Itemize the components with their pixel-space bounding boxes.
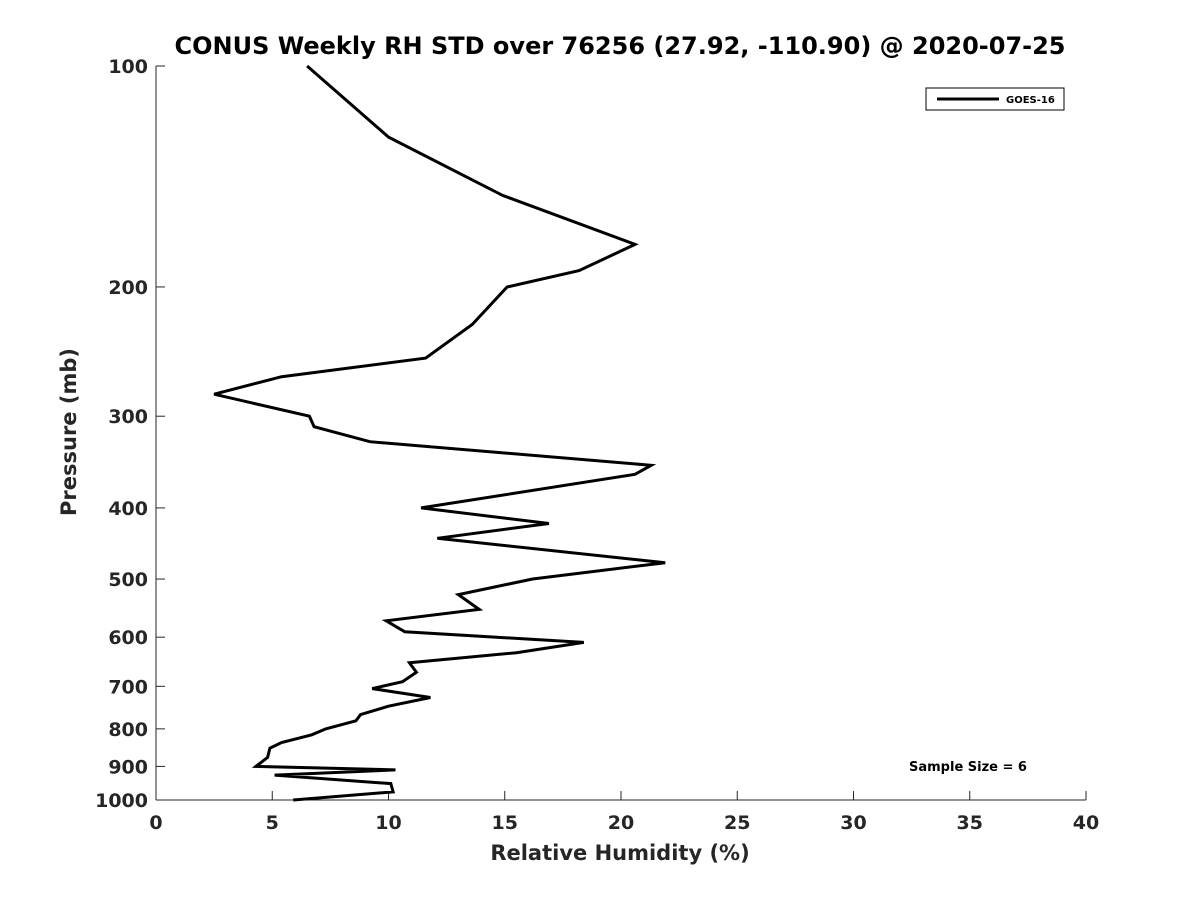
sample-size-annotation: Sample Size = 6 xyxy=(909,760,1027,775)
y-tick-label: 1000 xyxy=(95,790,148,812)
x-tick-label: 10 xyxy=(375,812,401,834)
y-tick-label: 200 xyxy=(108,277,148,299)
x-tick-label: 30 xyxy=(840,812,866,834)
legend-label-goes16: GOES-16 xyxy=(1006,95,1055,106)
x-tick-label: 15 xyxy=(492,812,518,834)
y-axis-ticks: 100 200 300 400 500 600 700 800 900 1000 xyxy=(95,56,165,812)
series-line-0 xyxy=(213,64,666,802)
x-tick-label: 5 xyxy=(266,812,279,834)
y-tick-label: 600 xyxy=(108,627,148,649)
x-tick-label: 25 xyxy=(724,812,750,834)
y-tick-label: 400 xyxy=(108,498,148,520)
series-layer xyxy=(213,64,666,802)
y-tick-label: 500 xyxy=(108,569,148,591)
y-tick-label: 700 xyxy=(108,676,148,698)
x-tick-label: 0 xyxy=(149,812,162,834)
y-tick-label: 800 xyxy=(108,719,148,741)
x-axis-label: Relative Humidity (%) xyxy=(490,841,749,865)
x-axis-ticks: 0 5 10 15 20 25 30 35 40 xyxy=(149,791,1099,834)
x-tick-label: 35 xyxy=(957,812,983,834)
y-tick-label: 100 xyxy=(108,56,148,78)
y-tick-label: 300 xyxy=(108,406,148,428)
legend: GOES-16 xyxy=(925,87,1065,111)
chart-title: CONUS Weekly RH STD over 76256 (27.92, -… xyxy=(174,32,1065,60)
y-tick-label: 900 xyxy=(108,756,148,778)
x-tick-label: 40 xyxy=(1073,812,1099,834)
y-axis-label: Pressure (mb) xyxy=(57,348,81,516)
axes xyxy=(155,66,1086,801)
x-tick-label: 20 xyxy=(608,812,634,834)
